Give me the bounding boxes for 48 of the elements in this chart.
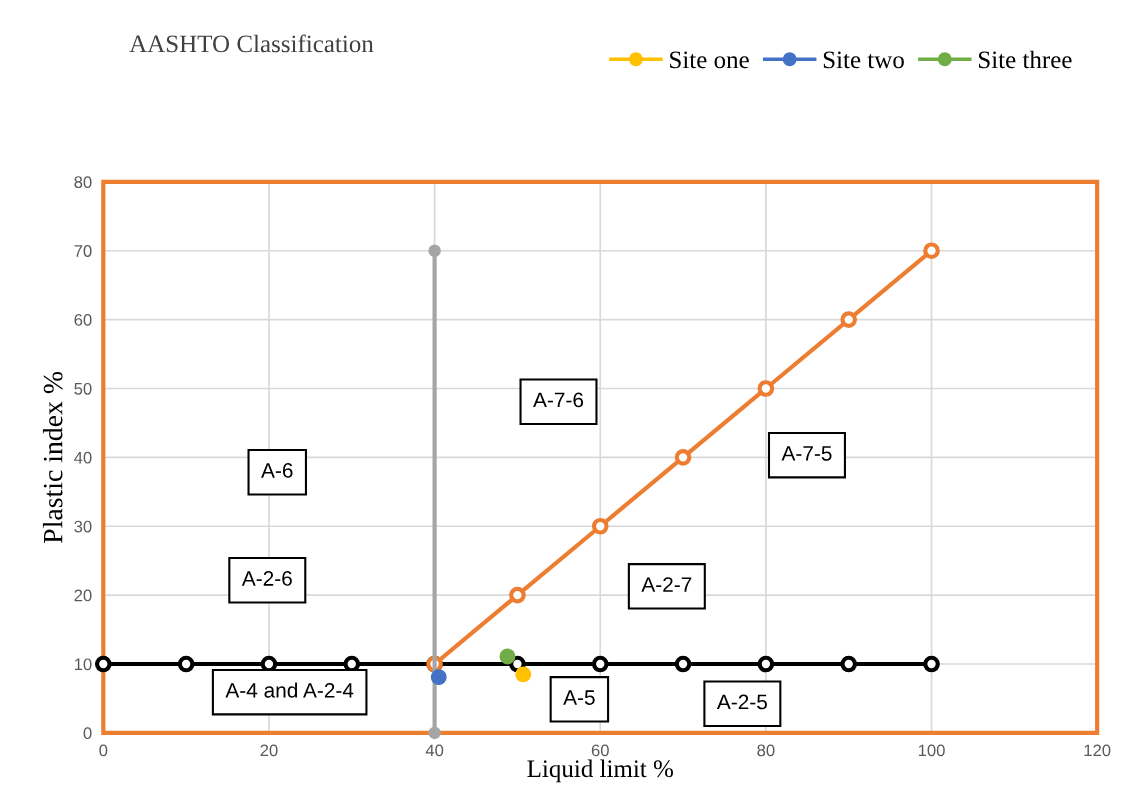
annotation: A-2-7 bbox=[641, 577, 692, 592]
y-tick-label: 80 bbox=[74, 176, 92, 189]
point bbox=[428, 244, 441, 257]
point bbox=[674, 449, 692, 466]
point bbox=[509, 586, 526, 604]
y-tick-label: 30 bbox=[74, 520, 92, 533]
annotation: A-2-6 bbox=[241, 571, 292, 586]
x-tick-label: 20 bbox=[260, 744, 278, 757]
point bbox=[430, 669, 447, 686]
x-tick-label: 0 bbox=[99, 744, 108, 757]
annotation: A-4 and A-2-4 bbox=[225, 682, 354, 698]
legend-label: Site one bbox=[670, 51, 749, 69]
annotation: A-2-5 bbox=[716, 694, 767, 710]
point bbox=[591, 517, 609, 535]
y-tick-label: 70 bbox=[74, 245, 92, 257]
y-tick-label: 10 bbox=[74, 658, 92, 671]
point bbox=[757, 380, 775, 397]
point bbox=[177, 655, 195, 673]
point bbox=[923, 242, 940, 260]
x-tick-label: 40 bbox=[425, 744, 444, 757]
x-axis-title: Liquid limit % bbox=[527, 759, 673, 783]
point bbox=[840, 311, 858, 328]
point bbox=[591, 655, 609, 673]
legend-label: Site three bbox=[978, 50, 1072, 69]
x-tick-label: 120 bbox=[1084, 744, 1111, 757]
point bbox=[515, 666, 532, 683]
point bbox=[499, 648, 516, 665]
y-tick-label: 60 bbox=[74, 314, 92, 326]
point bbox=[94, 655, 112, 673]
point bbox=[428, 726, 441, 740]
annotation: A-7-5 bbox=[781, 446, 832, 461]
y-axis-title: Plastic index % bbox=[42, 371, 63, 543]
point bbox=[923, 655, 940, 673]
point bbox=[840, 655, 858, 673]
y-tick-label: 0 bbox=[83, 727, 92, 740]
annotation: A-5 bbox=[563, 690, 595, 705]
point bbox=[757, 655, 775, 673]
chart-title: AASHTO Classification bbox=[129, 34, 374, 53]
x-tick-label: 100 bbox=[918, 744, 945, 757]
legend-label: Site two bbox=[823, 51, 904, 69]
point bbox=[674, 655, 692, 673]
y-tick-label: 50 bbox=[74, 382, 92, 395]
y-tick-label: 40 bbox=[74, 451, 92, 464]
annotation: A-6 bbox=[261, 463, 293, 478]
x-tick-label: 80 bbox=[757, 744, 775, 757]
y-tick-label: 20 bbox=[74, 589, 92, 602]
x-tick-label: 60 bbox=[591, 744, 609, 757]
annotation: A-7-6 bbox=[533, 392, 584, 408]
